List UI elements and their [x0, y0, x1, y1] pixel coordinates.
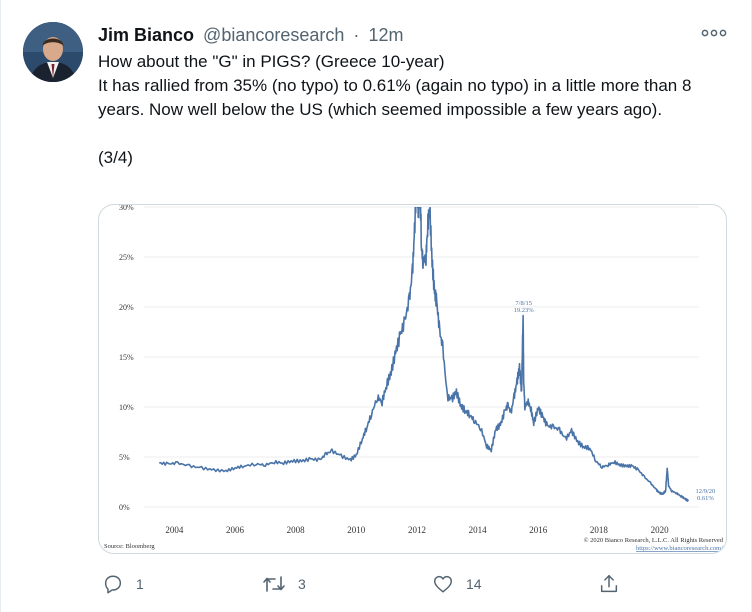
retweet-icon	[263, 576, 285, 592]
annotation-peak-date: 7/8/15	[515, 300, 532, 307]
author-name[interactable]: Jim Bianco	[98, 25, 195, 45]
chart-url: https://www.biancoresearch.com/	[636, 545, 723, 552]
tweet-text: How about the "G" in PIGS? (Greece 10-ye…	[98, 50, 728, 170]
reply-button[interactable]: 1	[102, 570, 144, 598]
series-line	[159, 207, 690, 502]
annotation-end-date: 12/9/20	[695, 488, 715, 495]
y-tick-label: 25%	[119, 253, 134, 262]
share-button[interactable]	[598, 570, 620, 598]
reply-count: 1	[136, 576, 144, 592]
y-tick-label: 5%	[119, 453, 130, 462]
retweet-button[interactable]: 3	[262, 570, 306, 598]
y-tick-label: 15%	[119, 353, 134, 362]
tweet-line-2: It has rallied from 35% (no typo) to 0.6…	[98, 76, 692, 119]
x-tick-label: 2018	[590, 525, 609, 535]
retweet-count: 3	[298, 576, 306, 592]
annotation-peak-value: 19.23%	[514, 307, 535, 314]
x-tick-label: 2008	[287, 525, 306, 535]
more-icon[interactable]	[701, 26, 727, 40]
reply-icon	[104, 575, 122, 594]
x-tick-label: 2010	[347, 525, 366, 535]
separator-dot: ·	[353, 25, 360, 45]
chart-source: Source: Bloomberg	[104, 543, 155, 550]
tweet-line-1: How about the "G" in PIGS? (Greece 10-ye…	[98, 52, 445, 71]
x-tick-label: 2020	[651, 525, 670, 535]
y-tick-label: 30%	[119, 205, 134, 212]
x-tick-label: 2004	[165, 525, 184, 535]
tweet-actions: 1 3 14	[98, 570, 658, 598]
y-tick-label: 10%	[119, 403, 134, 412]
author-avatar[interactable]	[23, 22, 83, 82]
y-tick-label: 20%	[119, 303, 134, 312]
y-tick-label: 0%	[119, 503, 130, 512]
share-icon	[600, 575, 618, 593]
heart-icon	[434, 575, 452, 593]
x-tick-label: 2016	[529, 525, 548, 535]
chart-copyright: © 2020 Bianco Research, L.L.C. All Right…	[584, 537, 724, 544]
tweet-header: Jim Bianco @biancoresearch · 12m	[98, 24, 403, 46]
x-tick-label: 2012	[408, 525, 426, 535]
tweet-media-chart[interactable]: 0% 5% 10% 15% 20% 25% 30% 2004 2006 2008 2010 2012 2…	[98, 204, 727, 554]
avatar-image	[23, 22, 83, 82]
x-tick-label: 2014	[469, 525, 488, 535]
tweet-time[interactable]: 12m	[368, 25, 404, 45]
like-count: 14	[466, 576, 482, 592]
annotation-end-value: 0.61%	[697, 495, 714, 502]
thread-marker: (3/4)	[98, 148, 133, 167]
like-button[interactable]: 14	[432, 570, 482, 598]
x-tick-label: 2006	[226, 525, 245, 535]
author-handle[interactable]: @biancoresearch	[203, 25, 345, 45]
chart-svg: 0% 5% 10% 15% 20% 25% 30% 2004 2006 2008 2010 2012 2…	[104, 205, 724, 552]
